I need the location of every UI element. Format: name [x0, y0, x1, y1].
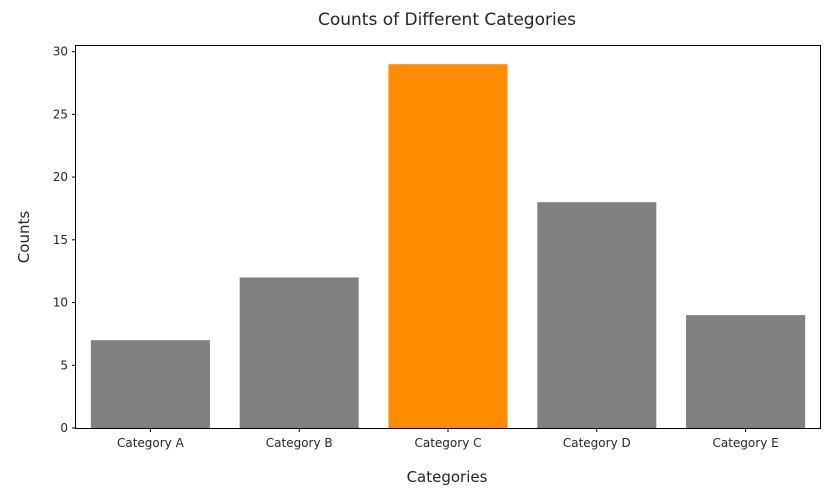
- y-tick-label: 0: [60, 421, 68, 435]
- y-axis-label: Counts: [15, 211, 33, 264]
- x-tick-label: Category A: [117, 436, 185, 450]
- bar-category-c: [388, 64, 508, 428]
- plot-area-frame: [75, 45, 821, 429]
- x-axis-label: Categories: [407, 468, 488, 486]
- bar-category-e: [686, 315, 806, 428]
- y-tick-label: 20: [53, 170, 68, 184]
- chart-title: Counts of Different Categories: [318, 10, 576, 30]
- y-tick-label: 25: [53, 107, 68, 121]
- x-tick-label: Category E: [712, 436, 778, 450]
- y-tick-label: 10: [53, 296, 68, 310]
- bars-layer: [90, 64, 806, 428]
- x-tick-label: Category C: [414, 436, 481, 450]
- y-tick-label: 15: [53, 233, 68, 247]
- x-axis: Category A Category B Category C Category D…: [117, 428, 779, 450]
- bar-category-a: [90, 340, 210, 428]
- x-tick-label: Category D: [563, 436, 631, 450]
- y-tick-label: 5: [60, 358, 68, 372]
- x-tick-label: Category B: [266, 436, 333, 450]
- bar-category-b: [239, 277, 359, 428]
- y-tick-label: 30: [53, 45, 68, 59]
- y-axis: 0 5 10 15 20 25 30: [53, 45, 76, 435]
- bar-category-d: [537, 202, 657, 428]
